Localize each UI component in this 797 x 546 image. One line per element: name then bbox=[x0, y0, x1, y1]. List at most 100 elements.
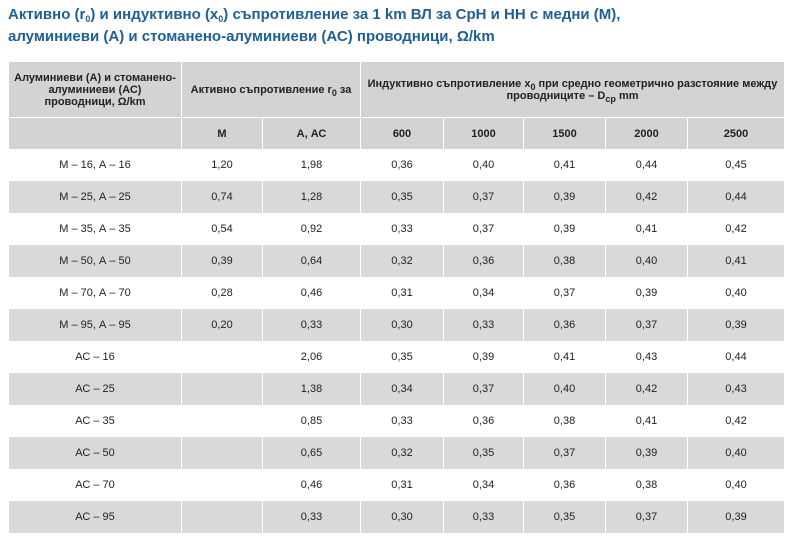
cell: 0,92 bbox=[262, 213, 361, 245]
cell: 0,54 bbox=[181, 213, 263, 245]
cell: 0,43 bbox=[686, 373, 786, 405]
cell: 0,33 bbox=[360, 213, 444, 245]
text: 2500 bbox=[723, 127, 749, 140]
text: А, АС bbox=[296, 127, 327, 140]
cell: 0,43 bbox=[605, 341, 688, 373]
cell: 0,37 bbox=[523, 277, 606, 309]
text: Индуктивно съпротивление x bbox=[367, 77, 531, 90]
text: за bbox=[336, 83, 352, 96]
cell bbox=[181, 501, 263, 533]
data-row: АС – 35 0,85 0,33 0,36 0,38 0,41 0,42 bbox=[8, 405, 786, 437]
data-row: М – 50, А – 50 0,39 0,64 0,32 0,36 0,38 0,40 0,… bbox=[8, 245, 786, 277]
cell: 0,39 bbox=[686, 501, 786, 533]
cell: 0,37 bbox=[443, 373, 524, 405]
cell: М – 70, А – 70 bbox=[8, 277, 182, 309]
cell: 0,40 bbox=[686, 277, 786, 309]
title-line: Активно (r0) и индуктивно (x0) съпротивл… bbox=[8, 4, 620, 26]
cell: 2,06 bbox=[262, 341, 361, 373]
header-cell: М bbox=[181, 117, 263, 149]
cell: 0,45 bbox=[686, 149, 786, 181]
header-cell: 2500 bbox=[686, 117, 786, 149]
title-line: алуминиеви (А) и стоманено-алуминиеви (А… bbox=[8, 26, 620, 48]
cell: 0,40 bbox=[443, 149, 524, 181]
cell: 0,33 bbox=[443, 501, 524, 533]
cell: 0,36 bbox=[523, 309, 606, 341]
text: ) и индуктивно (x bbox=[90, 6, 219, 23]
cell: 0,37 bbox=[443, 181, 524, 213]
cell bbox=[181, 373, 263, 405]
cell: 0,37 bbox=[443, 213, 524, 245]
cell: 0,41 bbox=[523, 149, 606, 181]
cell: 0,41 bbox=[523, 341, 606, 373]
cell: 0,39 bbox=[443, 341, 524, 373]
data-row: М – 95, А – 95 0,20 0,33 0,30 0,33 0,36 0,37 0,… bbox=[8, 309, 786, 341]
subscript: 0 bbox=[331, 87, 337, 98]
title: Активно (r0) и индуктивно (x0) съпротивл… bbox=[8, 4, 620, 48]
text: mm bbox=[615, 89, 639, 102]
cell: 0,41 bbox=[686, 245, 786, 277]
header-cell: Индуктивно съпротивление x0 при средно г… bbox=[359, 62, 786, 118]
cell: 0,36 bbox=[443, 245, 524, 277]
header-cell: 1000 bbox=[443, 117, 524, 149]
cell: 0,35 bbox=[523, 501, 606, 533]
cell: 0,39 bbox=[181, 245, 263, 277]
cell: М – 95, А – 95 bbox=[8, 309, 182, 341]
cell: 0,85 bbox=[262, 405, 361, 437]
cell: 0,33 bbox=[443, 309, 524, 341]
cell: М – 35, А – 35 bbox=[8, 213, 182, 245]
header-row: Алуминиеви (А) и стоманено-алуминиеви (А… bbox=[8, 62, 786, 118]
cell bbox=[181, 437, 263, 469]
text: Активно (r bbox=[8, 6, 86, 23]
subscript: 0 bbox=[85, 14, 91, 24]
cell: 0,42 bbox=[686, 213, 786, 245]
cell: 0,37 bbox=[605, 309, 688, 341]
text: 1000 bbox=[471, 127, 496, 140]
header-cell: 600 bbox=[360, 117, 444, 149]
text: 1500 bbox=[552, 127, 577, 140]
header-cell: Активно съпротивление r0 за bbox=[181, 62, 361, 118]
cell: 0,30 bbox=[360, 501, 444, 533]
text: ) съпротивление за 1 km ВЛ за СрН и НН с… bbox=[223, 6, 621, 23]
cell: 0,42 bbox=[686, 405, 786, 437]
cell: 0,46 bbox=[262, 277, 361, 309]
cell: 0,39 bbox=[686, 309, 786, 341]
cell: 0,39 bbox=[605, 277, 688, 309]
cell: 0,40 bbox=[605, 245, 688, 277]
cell: 0,35 bbox=[360, 341, 444, 373]
cell: 0,36 bbox=[360, 149, 444, 181]
cell: АС – 25 bbox=[8, 373, 182, 405]
cell: 0,20 bbox=[181, 309, 263, 341]
cell: 0,65 bbox=[262, 437, 361, 469]
data-row: М – 35, А – 35 0,54 0,92 0,33 0,37 0,39 0,41 0,… bbox=[8, 213, 786, 245]
text: алуминиеви (А) и стоманено-алуминиеви (А… bbox=[8, 28, 495, 45]
header-cell: 2000 bbox=[605, 117, 688, 149]
cell: 0,28 bbox=[181, 277, 263, 309]
subscript: 0 bbox=[530, 81, 536, 92]
cell: 0,40 bbox=[523, 373, 606, 405]
cell: 0,34 bbox=[360, 373, 444, 405]
cell: 0,46 bbox=[262, 469, 361, 501]
cell bbox=[181, 469, 263, 501]
cell: 0,42 bbox=[605, 181, 688, 213]
cell: АС – 95 bbox=[8, 501, 182, 533]
cell: АС – 16 bbox=[8, 341, 182, 373]
cell: 0,35 bbox=[360, 181, 444, 213]
header-cell: Алуминиеви (А) и стоманено-алуминиеви (А… bbox=[8, 62, 182, 118]
cell: АС – 50 bbox=[8, 437, 182, 469]
cell: 0,33 bbox=[360, 405, 444, 437]
cell: 0,37 bbox=[605, 501, 688, 533]
cell: 0,41 bbox=[605, 213, 688, 245]
header-row: М А, АС 600 1000 1500 2000 2500 bbox=[8, 117, 786, 149]
text: 600 bbox=[392, 127, 412, 140]
cell: 0,30 bbox=[360, 309, 444, 341]
data-row: М – 25, А – 25 0,74 1,28 0,35 0,37 0,39 0,42 0,… bbox=[8, 181, 786, 213]
cell: 0,36 bbox=[443, 405, 524, 437]
cell: М – 16, А – 16 bbox=[8, 149, 182, 181]
cell: АС – 35 bbox=[8, 405, 182, 437]
cell: 1,38 bbox=[262, 373, 361, 405]
cell: 0,31 bbox=[360, 277, 444, 309]
cell bbox=[181, 341, 263, 373]
cell: 0,44 bbox=[605, 149, 688, 181]
cell: 0,35 bbox=[443, 437, 524, 469]
